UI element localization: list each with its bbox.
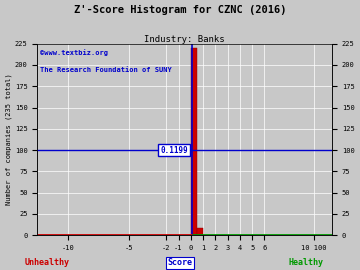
Y-axis label: Number of companies (235 total): Number of companies (235 total) [5,73,12,205]
Bar [197,228,203,235]
Bar [191,48,197,235]
Text: Z'-Score Histogram for CZNC (2016): Z'-Score Histogram for CZNC (2016) [74,5,286,15]
Text: Unhealthy: Unhealthy [24,258,69,267]
Text: Score: Score [167,258,193,267]
Text: ©www.textbiz.org: ©www.textbiz.org [40,49,108,56]
Text: The Research Foundation of SUNY: The Research Foundation of SUNY [40,67,172,73]
Text: 0.1199: 0.1199 [160,146,188,155]
Text: Healthy: Healthy [288,258,324,267]
Title: Industry: Banks: Industry: Banks [144,35,225,44]
